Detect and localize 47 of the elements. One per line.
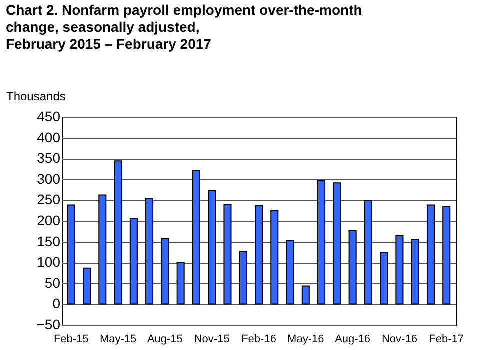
bar: [83, 268, 92, 305]
bar: [254, 205, 264, 305]
y-tick-label: 200: [37, 212, 61, 228]
y-tick-label: 400: [37, 129, 61, 146]
y-tick-label: 0: [52, 296, 61, 312]
bar: [364, 200, 372, 305]
y-tick-label: 50: [44, 274, 61, 291]
x-tick-label: Nov-15: [194, 334, 230, 346]
bar: [161, 238, 170, 305]
bar: [98, 194, 107, 305]
bar: [239, 251, 248, 305]
bar: [380, 252, 388, 305]
bar: [286, 240, 294, 305]
bar: [192, 170, 200, 305]
x-tick-label: May-15: [100, 334, 137, 346]
bar: [224, 204, 232, 305]
y-tick-label: 100: [37, 254, 61, 270]
bar: [302, 286, 310, 305]
bar: [67, 204, 76, 305]
x-tick-label: Aug-15: [147, 334, 183, 346]
bar: [348, 230, 357, 305]
bar: [114, 160, 122, 305]
bar: [396, 235, 404, 305]
y-tick-label: 300: [37, 170, 61, 187]
x-tick-label: Feb-16: [242, 334, 276, 346]
bar: [146, 198, 154, 305]
y-tick-label: 250: [37, 192, 61, 208]
bar: [411, 239, 420, 305]
bar: [442, 206, 451, 305]
bar: [130, 218, 138, 305]
x-tick-label: Feb-17: [429, 334, 464, 346]
x-tick-label: Nov-16: [382, 334, 418, 346]
x-tick-label: Feb-15: [54, 334, 89, 346]
y-tick-label: 150: [37, 233, 61, 250]
bar: [426, 204, 435, 305]
bar: [176, 262, 185, 305]
chart-title: Chart 2. Nonfarm payroll employment over-the-month change, seasonally adjusted, February 2015 – February 2017: [6, 2, 362, 52]
x-tick-label: Aug-16: [335, 334, 371, 346]
bar: [318, 180, 326, 305]
y-tick-label: −50: [36, 316, 61, 332]
x-tick-label: May-16: [288, 334, 324, 346]
bar: [208, 190, 216, 305]
y-tick-label: 350: [37, 150, 61, 166]
y-axis-title: Thousands: [6, 90, 66, 104]
bar: [333, 182, 342, 305]
bar: [270, 210, 279, 305]
y-tick-label: 450: [37, 108, 61, 124]
